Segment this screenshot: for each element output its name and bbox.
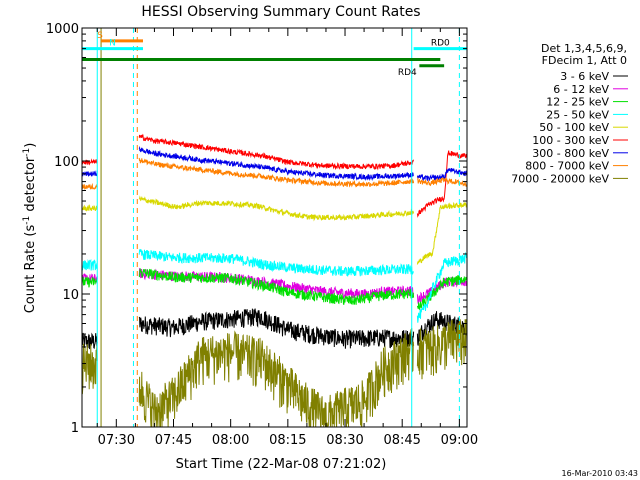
series-line-100-300-segment-1	[138, 133, 415, 171]
x-tick-label-6: 09:00	[441, 433, 478, 448]
series-line-12-25-segment-1	[138, 267, 415, 305]
flag-label-s: S	[97, 31, 103, 41]
series-25-50-kev	[81, 248, 468, 323]
legend-header-0: Det 1,3,4,5,6,9,	[541, 42, 627, 55]
flag-label-rd0: RD0	[431, 39, 450, 49]
flag-label-rd4: RD4	[398, 68, 417, 78]
y-tick-label-0: 1	[71, 421, 79, 436]
x-tick-label-4: 08:30	[326, 433, 363, 448]
legend-label-5: 100 - 300 keV	[532, 134, 609, 147]
timestamp: 16-Mar-2010 03:43	[562, 469, 639, 478]
series-line-100-300-segment-0	[81, 158, 98, 166]
y-axis-label: Count Rate (s-1 detector-1)	[22, 143, 38, 314]
legend: Det 1,3,4,5,6,9,FDecim 1, Att 0 3 - 6 keV…	[511, 42, 628, 185]
series-line-300-800-segment-2	[416, 167, 468, 182]
series-line-800-7000-segment-0	[81, 182, 98, 190]
series-7000-20000-kev	[81, 319, 468, 428]
legend-label-1: 6 - 12 keV	[553, 83, 609, 96]
series-12-25-kev	[81, 267, 468, 310]
series-line-7000-20000-segment-2	[416, 319, 468, 380]
series-50-100-kev	[81, 195, 468, 265]
x-tick-label-2: 08:00	[212, 433, 249, 448]
y-tick-label-1: 10	[62, 288, 79, 303]
plot-frame	[81, 27, 468, 428]
plot-data: SN RD0 RD4	[81, 28, 468, 428]
legend-label-3: 25 - 50 keV	[546, 108, 609, 121]
legend-label-6: 300 - 800 keV	[532, 147, 609, 160]
series-800-7000-kev	[81, 157, 468, 190]
series-line-25-50-segment-2	[416, 251, 468, 323]
series-line-7000-20000-segment-0	[81, 343, 98, 395]
legend-label-0: 3 - 6 keV	[560, 70, 609, 83]
series-line-7000-20000-segment-1	[138, 328, 415, 428]
y-tick-label-3: 1000	[46, 22, 79, 37]
series-line-25-50-segment-1	[138, 248, 414, 277]
x-tick-label-3: 08:15	[269, 433, 306, 448]
series-line-50-100-segment-0	[81, 203, 98, 212]
series-100-300-kev	[81, 133, 468, 218]
series-line-800-7000-segment-2	[416, 176, 468, 188]
x-tick-label-0: 07:30	[98, 433, 135, 448]
series-line-300-800-segment-1	[138, 145, 414, 182]
legend-header-1: FDecim 1, Att 0	[542, 54, 627, 67]
chart-title: HESSI Observing Summary Count Rates	[141, 4, 420, 20]
series-line-800-7000-segment-1	[138, 157, 415, 188]
x-tick-label-1: 07:45	[155, 433, 192, 448]
legend-label-2: 12 - 25 keV	[546, 96, 609, 109]
series-line-12-25-segment-2	[416, 275, 468, 310]
legend-label-7: 800 - 7000 keV	[525, 160, 609, 173]
series-3-6-kev	[81, 308, 468, 350]
legend-label-4: 50 - 100 keV	[539, 121, 609, 134]
x-tick-label-5: 08:45	[383, 433, 420, 448]
legend-label-8: 7000 - 20000 keV	[511, 172, 609, 185]
series-line-50-100-segment-2	[416, 201, 468, 265]
y-tick-label-2: 100	[54, 155, 79, 170]
series-line-25-50-segment-0	[81, 258, 98, 271]
flag-label-n: N	[109, 39, 116, 49]
series-line-3-6-segment-1	[138, 308, 415, 349]
series-line-50-100-segment-1	[138, 195, 415, 222]
x-axis-label: Start Time (22-Mar-08 07:21:02)	[176, 457, 387, 472]
series-line-3-6-segment-0	[81, 332, 98, 350]
series-line-12-25-segment-0	[81, 276, 98, 288]
axes: 07:30 07:45 08:00 08:15 08:30 08:45 09:00 1 10 10…	[46, 22, 478, 448]
series-line-100-300-segment-2	[416, 150, 468, 218]
